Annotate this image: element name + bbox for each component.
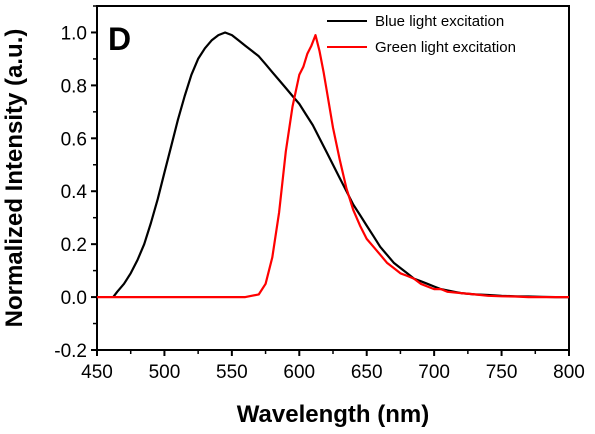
series-line-green-excitation (97, 33, 569, 299)
x-tick-label: 750 (486, 362, 518, 383)
legend-label-blue: Blue light excitation (375, 13, 504, 30)
y-tick-label: 0.8 (61, 76, 87, 97)
plot-area: 450 500 550 600 650 700 750 800 -0.2 0.0 0.2 0.4 0.… (54, 5, 585, 383)
x-tick-label: 650 (351, 362, 383, 383)
x-axis-ticks: 450 500 550 600 650 700 750 800 (81, 350, 585, 383)
legend-label-green: Green light excitation (375, 39, 516, 56)
x-tick-label: 550 (216, 362, 248, 383)
legend: Blue light excitation Green light excita… (327, 13, 516, 56)
plot-frame (96, 5, 570, 351)
y-axis-ticks: -0.2 0.0 0.2 0.4 0.6 0.8 1.0 (54, 5, 97, 362)
x-tick-label: 450 (81, 362, 113, 383)
y-tick-label: 0.2 (61, 235, 87, 256)
y-tick-label: 0.4 (61, 182, 88, 203)
series-line-blue-excitation (112, 31, 569, 299)
y-tick-label: 0.0 (61, 288, 87, 309)
x-axis-title: Wavelength (nm) (237, 401, 429, 428)
x-tick-label: 500 (149, 362, 181, 383)
panel-label: D (108, 21, 131, 57)
y-tick-label: 1.0 (61, 23, 87, 44)
x-tick-label: 700 (418, 362, 450, 383)
y-tick-label: -0.2 (54, 341, 87, 362)
y-axis-title: Normalized Intensity (a.u.) (1, 29, 28, 328)
x-tick-label: 800 (553, 362, 585, 383)
data-series (97, 31, 569, 299)
y-tick-label: 0.6 (61, 129, 87, 150)
x-tick-label: 600 (283, 362, 315, 383)
